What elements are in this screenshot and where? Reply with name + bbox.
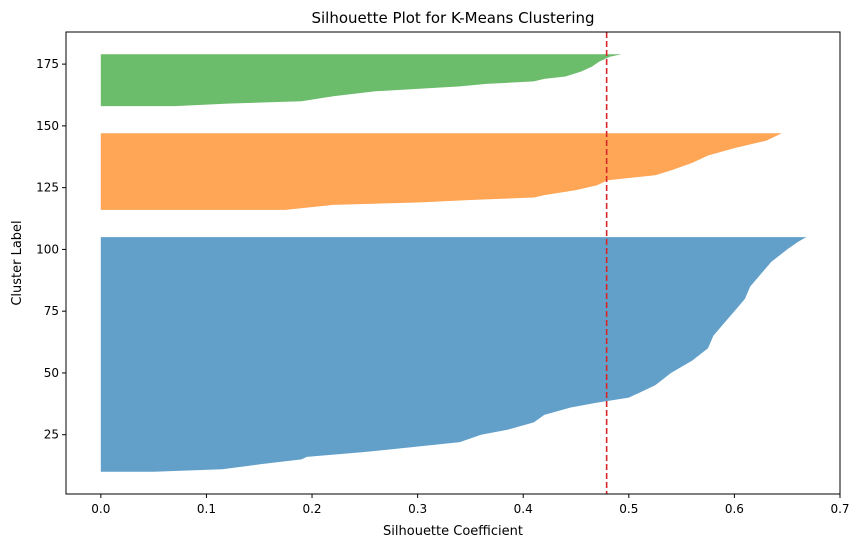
y-tick-label: 150 xyxy=(36,119,59,133)
y-tick-label: 125 xyxy=(36,181,59,195)
chart-title: Silhouette Plot for K-Means Clustering xyxy=(311,9,594,27)
y-axis: 25 50 75 100 125 150 175 xyxy=(36,57,66,442)
y-axis-label: Cluster Label xyxy=(10,220,25,305)
x-tick-label: 0.7 xyxy=(830,502,849,516)
cluster-silhouette-0 xyxy=(100,237,807,472)
axes-frame xyxy=(65,31,841,495)
x-tick-label: 0.0 xyxy=(91,502,110,516)
x-tick-label: 0.3 xyxy=(408,502,427,516)
y-tick-label: 25 xyxy=(44,428,59,442)
cluster-silhouette-1 xyxy=(100,133,782,210)
x-tick-label: 0.1 xyxy=(197,502,216,516)
plot-area xyxy=(100,32,807,494)
y-tick-label: 100 xyxy=(36,242,59,256)
y-tick-label: 75 xyxy=(44,304,59,318)
x-tick-label: 0.2 xyxy=(302,502,321,516)
x-axis-label: Silhouette Coefficient xyxy=(383,524,523,539)
cluster-silhouette-2 xyxy=(100,54,622,107)
y-tick-label: 50 xyxy=(44,366,59,380)
x-tick-label: 0.6 xyxy=(725,502,744,516)
x-tick-label: 0.4 xyxy=(514,502,533,516)
x-tick-label: 0.5 xyxy=(619,502,638,516)
x-axis: 0.0 0.1 0.2 0.3 0.4 0.5 0.6 0.7 xyxy=(91,494,850,516)
y-tick-label: 175 xyxy=(36,57,59,71)
